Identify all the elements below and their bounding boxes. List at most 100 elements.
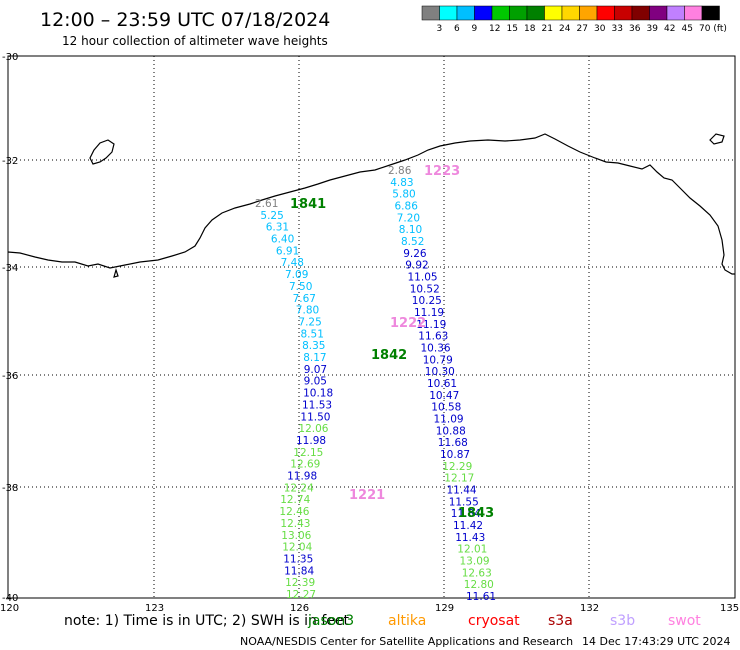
wave-height-value: 12.24 bbox=[284, 482, 314, 494]
y-tick-label: -32 bbox=[2, 156, 18, 167]
wave-height-value: 5.25 bbox=[260, 210, 283, 222]
x-tick-label: 135 bbox=[720, 603, 739, 614]
wave-height-value: 7.67 bbox=[293, 293, 316, 305]
wave-height-value: 7.80 bbox=[296, 305, 319, 317]
y-tick-label: -36 bbox=[2, 371, 18, 382]
wave-height-value: 11.53 bbox=[302, 399, 332, 411]
wave-height-value: 9.92 bbox=[405, 260, 428, 272]
wave-height-value: 12.06 bbox=[298, 423, 328, 435]
wave-height-value: 12.74 bbox=[280, 494, 310, 506]
wave-height-value: 10.87 bbox=[440, 449, 470, 461]
wave-height-value: 6.31 bbox=[266, 222, 289, 234]
legend-label: 18 bbox=[524, 24, 536, 34]
y-tick-label: -38 bbox=[2, 483, 18, 494]
wave-height-value: 6.91 bbox=[276, 245, 299, 257]
wave-height-value: 10.18 bbox=[303, 388, 333, 400]
legend-swatch bbox=[544, 5, 563, 21]
wave-height-value: 10.47 bbox=[429, 390, 459, 402]
wave-height-value: 10.52 bbox=[410, 283, 440, 295]
pass-time-label: 1222 bbox=[390, 316, 426, 331]
wave-height-value: 12.17 bbox=[444, 473, 474, 485]
y-tick-label: -40 bbox=[2, 593, 18, 604]
satellite-name: cryosat bbox=[468, 613, 520, 629]
wave-height-value: 11.09 bbox=[434, 414, 464, 426]
wave-height-value: 8.10 bbox=[399, 224, 422, 236]
axis-ticks: 120 123 126 129 132 135 -30 -32 -34 -36 … bbox=[0, 52, 739, 614]
wave-height-value: 11.50 bbox=[300, 411, 330, 423]
legend-label: 27 bbox=[577, 24, 588, 34]
map-frame bbox=[7, 55, 736, 599]
wave-height-value: 7.48 bbox=[281, 257, 304, 269]
wave-height-value: 12.01 bbox=[457, 544, 487, 556]
wave-height-value: 7.20 bbox=[397, 212, 420, 224]
legend-label: 21 bbox=[542, 24, 553, 34]
legend-swatch bbox=[421, 5, 440, 21]
x-tick-label: 126 bbox=[290, 603, 309, 614]
legend-swatch bbox=[579, 5, 598, 21]
legend-label: 42 bbox=[664, 24, 675, 34]
wave-height-value: 5.80 bbox=[392, 189, 415, 201]
wave-height-value: 8.17 bbox=[303, 352, 326, 364]
legend-swatch bbox=[701, 5, 720, 21]
wave-height-value: 11.98 bbox=[287, 471, 317, 483]
wave-height-value: 6.40 bbox=[271, 234, 294, 246]
legend-swatch bbox=[666, 5, 685, 21]
legend-label: 45 bbox=[682, 24, 693, 34]
footer-credit: NOAA/NESDIS Center for Satellite Applica… bbox=[240, 635, 573, 648]
legend-swatch bbox=[561, 5, 580, 21]
wave-height-value: 11.19 bbox=[416, 319, 446, 331]
pass-time-label: 1841 bbox=[290, 197, 326, 212]
legend-swatch bbox=[474, 5, 493, 21]
units-note: note: 1) Time is in UTC; 2) SWH is in fe… bbox=[64, 613, 350, 629]
wave-height-value: 9.07 bbox=[304, 364, 327, 376]
wave-height-value: 11.35 bbox=[283, 554, 313, 566]
pass-time-label: 1223 bbox=[424, 164, 460, 179]
wave-height-value: 12.39 bbox=[285, 577, 315, 589]
wave-height-value: 11.19 bbox=[414, 307, 444, 319]
legend-label: 33 bbox=[612, 24, 623, 34]
x-tick-label: 123 bbox=[145, 603, 164, 614]
wave-height-value: 12.04 bbox=[282, 542, 312, 554]
wave-height-value: 11.05 bbox=[408, 272, 438, 284]
page-subtitle: 12 hour collection of altimeter wave hei… bbox=[62, 34, 328, 48]
wave-height-value: 9.05 bbox=[304, 376, 327, 388]
wave-height-value: 2.86 bbox=[388, 165, 412, 177]
wave-height-value: 12.27 bbox=[286, 589, 316, 601]
legend-label: 36 bbox=[629, 24, 641, 34]
wave-height-value: 12.46 bbox=[279, 506, 309, 518]
wave-height-value: 7.25 bbox=[298, 317, 321, 329]
wave-height-value: 13.06 bbox=[281, 530, 311, 542]
legend-swatch bbox=[509, 5, 528, 21]
legend-swatch bbox=[631, 5, 650, 21]
x-tick-label: 129 bbox=[435, 603, 454, 614]
legend-swatch bbox=[456, 5, 475, 21]
satellite-name: s3a bbox=[548, 613, 573, 629]
wave-height-value: 2.61 bbox=[255, 198, 278, 210]
legend-label: 70 (ft) bbox=[699, 24, 727, 34]
wave-height-value: 10.25 bbox=[412, 295, 442, 307]
color-legend: 3 6 9 12 15 18 21 24 27 30 33 36 39 42 45 70 (ft) bbox=[421, 5, 727, 34]
wave-height-value: 11.63 bbox=[418, 331, 448, 343]
satellite-name: s3b bbox=[610, 613, 635, 629]
wave-height-value: 11.61 bbox=[466, 591, 496, 603]
legend-label: 12 bbox=[489, 24, 500, 34]
footer-timestamp: 14 Dec 17:43:29 UTC 2024 bbox=[582, 635, 730, 648]
wave-height-value: 11.55 bbox=[449, 496, 479, 508]
pass-time-label: 1842 bbox=[371, 348, 407, 363]
wave-height-value: 11.68 bbox=[438, 437, 468, 449]
satellite-legend: jason3 altika cryosat s3a s3b swot bbox=[307, 613, 701, 629]
wave-height-value: 12.80 bbox=[464, 579, 494, 591]
wave-height-value: 11.98 bbox=[296, 435, 326, 447]
wave-height-value: 11.43 bbox=[455, 532, 485, 544]
wave-height-value: 11.42 bbox=[453, 520, 483, 532]
wave-height-value: 7.09 bbox=[285, 269, 308, 281]
x-tick-label: 132 bbox=[580, 603, 599, 614]
wave-height-value: 7.50 bbox=[289, 281, 312, 293]
legend-label: 30 bbox=[594, 24, 606, 34]
legend-label: 6 bbox=[454, 24, 460, 34]
wave-height-value: 8.52 bbox=[401, 236, 424, 248]
wave-height-value: 10.36 bbox=[421, 343, 451, 355]
y-tick-label: -34 bbox=[2, 263, 18, 274]
legend-swatch bbox=[614, 5, 633, 21]
satellite-name: altika bbox=[388, 613, 426, 629]
